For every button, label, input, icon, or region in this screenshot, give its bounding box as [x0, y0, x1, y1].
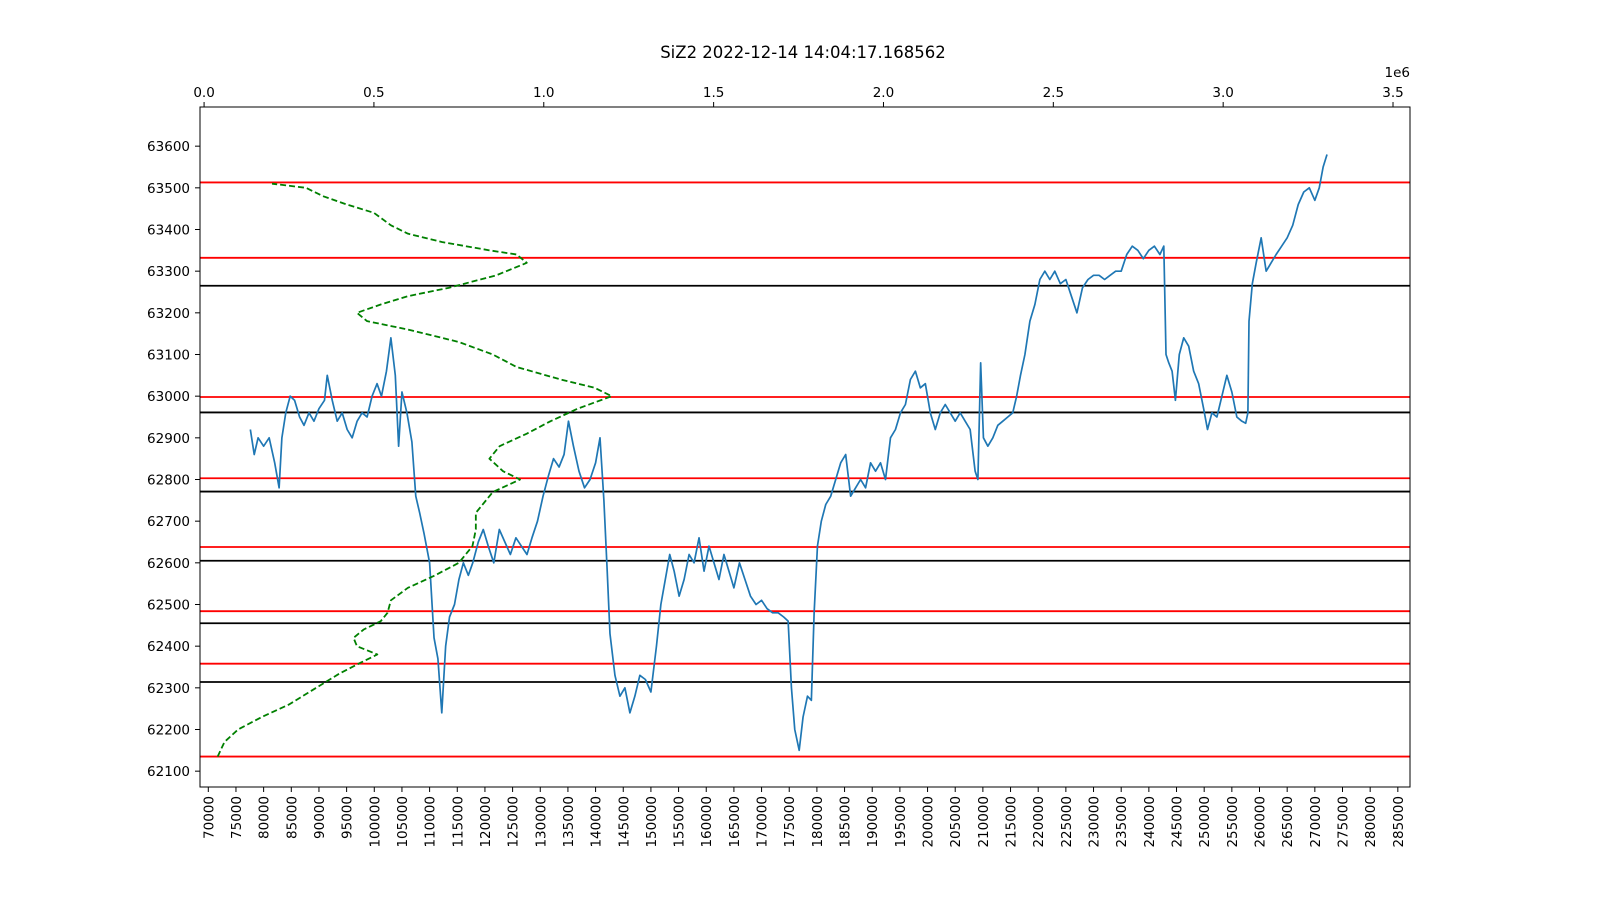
x-tick-label: 155000 [672, 796, 688, 848]
x-tick-label: 280000 [1363, 796, 1379, 848]
top-x-tick-label: 3.5 [1382, 85, 1403, 101]
y-tick-label: 62400 [147, 639, 190, 655]
x-tick-label: 275000 [1336, 796, 1352, 848]
top-x-tick-label: 2.0 [873, 85, 894, 101]
plot-area [200, 154, 1410, 758]
axes: 62100 62200 62300 62400 62500 62600 62700 62800… [147, 85, 1411, 848]
y-tick-label: 63500 [147, 181, 190, 197]
x-tick-label: 180000 [810, 796, 826, 848]
top-x-tick-label: 0.0 [193, 85, 214, 101]
y-tick-label: 62300 [147, 681, 190, 697]
y-tick-label: 62500 [147, 598, 190, 614]
x-tick-label: 95000 [340, 796, 356, 839]
top-x-tick-label: 1.5 [703, 85, 724, 101]
x-tick-label: 135000 [561, 796, 577, 848]
x-tick-label: 165000 [727, 796, 743, 848]
x-tick-label: 145000 [616, 796, 632, 848]
x-tick-label: 220000 [1031, 796, 1047, 848]
y-tick-label: 62600 [147, 556, 190, 572]
top-axis-offset-label: 1e6 [1385, 65, 1410, 81]
x-tick-label: 190000 [865, 796, 881, 848]
x-tick-label: 195000 [893, 796, 909, 848]
x-tick-label: 170000 [755, 796, 771, 848]
x-tick-label: 150000 [644, 796, 660, 848]
x-tick-label: 85000 [284, 796, 300, 839]
top-x-tick-label: 3.0 [1212, 85, 1233, 101]
x-tick-label: 210000 [976, 796, 992, 848]
x-tick-label: 100000 [367, 796, 383, 848]
x-tick-label: 240000 [1142, 796, 1158, 848]
top-x-tick-label: 1.0 [533, 85, 554, 101]
x-tick-label: 285000 [1391, 796, 1407, 848]
y-tick-label: 63200 [147, 306, 190, 322]
x-tick-label: 110000 [423, 796, 439, 848]
x-tick-label: 200000 [921, 796, 937, 848]
x-tick-label: 160000 [699, 796, 715, 848]
y-tick-label: 62800 [147, 473, 190, 489]
y-tick-label: 62100 [147, 764, 190, 780]
x-tick-label: 185000 [838, 796, 854, 848]
x-tick-label: 130000 [533, 796, 549, 848]
x-tick-label: 235000 [1114, 796, 1130, 848]
x-tick-label: 260000 [1253, 796, 1269, 848]
y-tick-label: 63000 [147, 389, 190, 405]
x-tick-label: 250000 [1197, 796, 1213, 848]
x-tick-label: 215000 [1004, 796, 1020, 848]
x-tick-label: 90000 [312, 796, 328, 839]
top-x-tick-label: 0.5 [363, 85, 384, 101]
y-tick-label: 62700 [147, 514, 190, 530]
y-tick-label: 62200 [147, 723, 190, 739]
x-tick-label: 225000 [1059, 796, 1075, 848]
x-tick-label: 255000 [1225, 796, 1241, 848]
x-tick-label: 230000 [1087, 796, 1103, 848]
y-tick-label: 63100 [147, 348, 190, 364]
x-tick-label: 105000 [395, 796, 411, 848]
y-tick-label: 63300 [147, 264, 190, 280]
plot-frame [199, 106, 1411, 788]
x-tick-label: 120000 [478, 796, 494, 848]
x-tick-label: 205000 [948, 796, 964, 848]
x-tick-label: 125000 [506, 796, 522, 848]
x-tick-label: 115000 [450, 796, 466, 848]
x-tick-label: 80000 [257, 796, 273, 839]
y-tick-label: 62900 [147, 431, 190, 447]
x-tick-label: 75000 [229, 796, 245, 839]
chart-title: SiZ2 2022-12-14 14:04:17.168562 [660, 43, 946, 62]
volume-profile-line [216, 182, 613, 757]
top-x-tick-label: 2.5 [1043, 85, 1064, 101]
x-tick-label: 175000 [782, 796, 798, 848]
price-series-line [249, 154, 1328, 752]
x-tick-label: 70000 [201, 796, 217, 839]
y-tick-label: 63400 [147, 223, 190, 239]
y-tick-label: 63600 [147, 139, 190, 155]
x-tick-label: 265000 [1280, 796, 1296, 848]
x-tick-label: 140000 [589, 796, 605, 848]
x-tick-label: 245000 [1170, 796, 1186, 848]
x-tick-label: 270000 [1308, 796, 1324, 848]
